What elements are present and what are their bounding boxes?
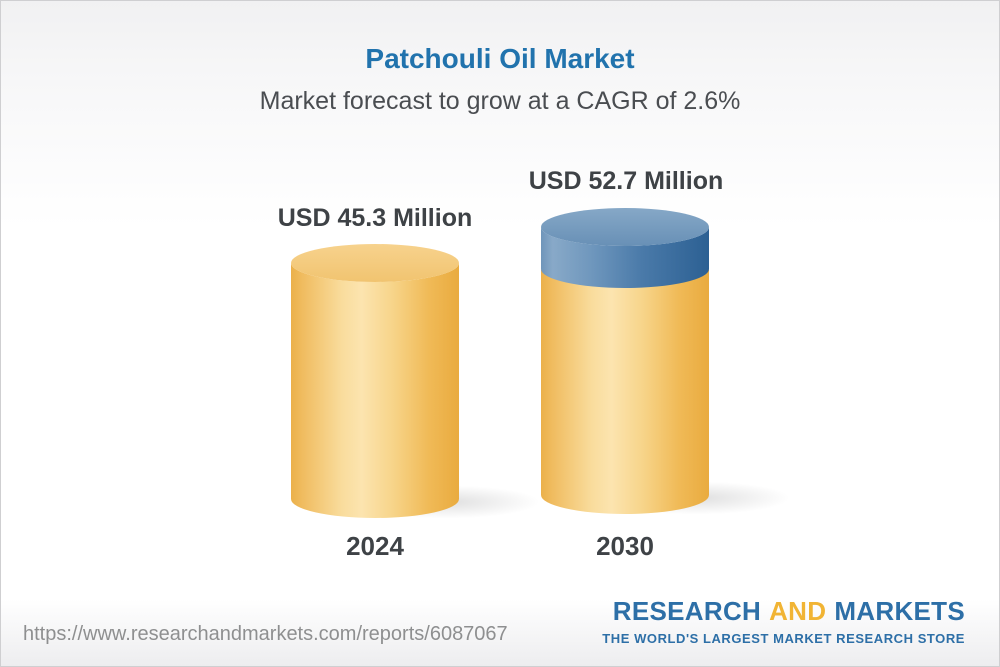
year-label-2030: 2030 <box>596 531 654 561</box>
logo-tagline: THE WORLD'S LARGEST MARKET RESEARCH STOR… <box>602 631 965 646</box>
report-url: https://www.researchandmarkets.com/repor… <box>23 623 508 645</box>
cylinder-2024 <box>291 244 459 518</box>
value-label-2024: USD 45.3 Million <box>277 204 473 232</box>
value-label-2030: USD 52.7 Million <box>528 167 724 195</box>
logo-word-markets: MARKETS <box>834 596 965 626</box>
logo-wordmark: RESEARCH AND MARKETS <box>602 596 965 627</box>
year-label-2024: 2024 <box>346 531 404 561</box>
cylinder-2030 <box>541 208 709 514</box>
logo-word-and: AND <box>769 596 827 626</box>
page-subtitle: Market forecast to grow at a CAGR of 2.6… <box>259 87 741 115</box>
logo-word-research: RESEARCH <box>612 596 762 626</box>
brand-logo: RESEARCH AND MARKETS THE WORLD'S LARGEST… <box>602 596 965 646</box>
page-title: Patchouli Oil Market <box>365 43 635 74</box>
